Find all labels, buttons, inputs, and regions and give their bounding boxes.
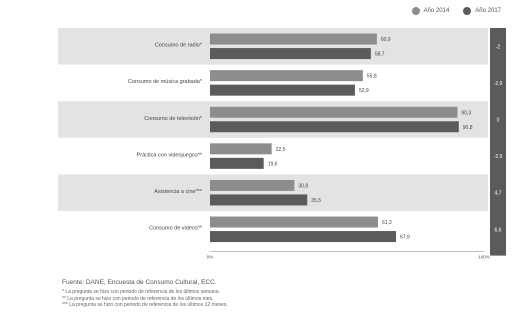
- bar-value-label: 22,5: [276, 147, 286, 153]
- difference-label: 0: [497, 118, 500, 124]
- x-tick-label: 100%: [478, 255, 490, 260]
- legend-item-2014: Año 2014: [411, 7, 450, 15]
- category-label: Consumo de videos**: [149, 226, 203, 232]
- legend-swatch-2014: [411, 7, 420, 15]
- bar: [210, 84, 355, 96]
- bar-value-label: 55,8: [367, 74, 377, 80]
- footnotes: * La pregunta se hizo con periodo de ref…: [62, 289, 228, 309]
- bar: [210, 231, 397, 243]
- bar-value-label: 90,8: [463, 125, 473, 131]
- row-band: [58, 174, 488, 211]
- source-note: Fuente: DANE, Encuesta de Consumo Cultur…: [62, 279, 217, 286]
- bar-value-label: 58,7: [375, 52, 385, 58]
- bar: [210, 143, 272, 155]
- category-label: Consumo de radio*: [155, 43, 203, 49]
- bar: [210, 33, 377, 45]
- difference-column: [490, 28, 506, 256]
- row-band: [58, 101, 488, 138]
- difference-label: -2,9: [494, 81, 503, 87]
- bar: [210, 216, 378, 228]
- bar-value-label: 30,8: [298, 183, 308, 189]
- bar: [210, 106, 458, 118]
- difference-label: 4,7: [495, 191, 502, 197]
- bar-value-label: 19,6: [268, 161, 278, 167]
- legend-swatch-2017: [463, 7, 472, 15]
- bar-value-label: 67,9: [400, 235, 410, 241]
- bar: [210, 70, 363, 82]
- legend-item-2017: Año 2017: [463, 7, 501, 15]
- category-label: Práctica con videojuegos**: [137, 152, 203, 158]
- difference-label: -2: [496, 44, 501, 50]
- bar: [210, 194, 308, 206]
- legend-label-2017: Año 2017: [475, 8, 501, 14]
- footnote-1: * La pregunta se hizo con periodo de ref…: [62, 289, 220, 295]
- legend-label-2014: Año 2014: [423, 8, 450, 14]
- bar-value-label: 61,3: [382, 220, 392, 226]
- difference-label: -2,9: [494, 154, 503, 160]
- bar: [210, 157, 264, 169]
- difference-label: 6,6: [495, 227, 502, 233]
- bar-value-label: 52,9: [359, 88, 369, 94]
- footnote-3: *** La pregunta se hizo con periodo de r…: [62, 302, 228, 308]
- row-band: [58, 28, 488, 65]
- category-label: Consumo de televisión*: [144, 116, 203, 122]
- x-tick-label: 0%: [207, 255, 214, 260]
- category-label: Asistencia a cine***: [154, 189, 203, 195]
- chart-legend: Año 2014 Año 2017: [411, 7, 501, 15]
- bar: [210, 121, 459, 133]
- footnote-2: ** La pregunta se hizo con periodo de re…: [62, 295, 214, 302]
- bar: [210, 48, 371, 60]
- bar-value-label: 60,9: [381, 37, 391, 43]
- bar-value-label: 90,3: [461, 110, 471, 116]
- bar-value-label: 35,5: [311, 198, 321, 204]
- bar: [210, 179, 295, 191]
- category-label: Consumo de música grabada*: [128, 79, 203, 85]
